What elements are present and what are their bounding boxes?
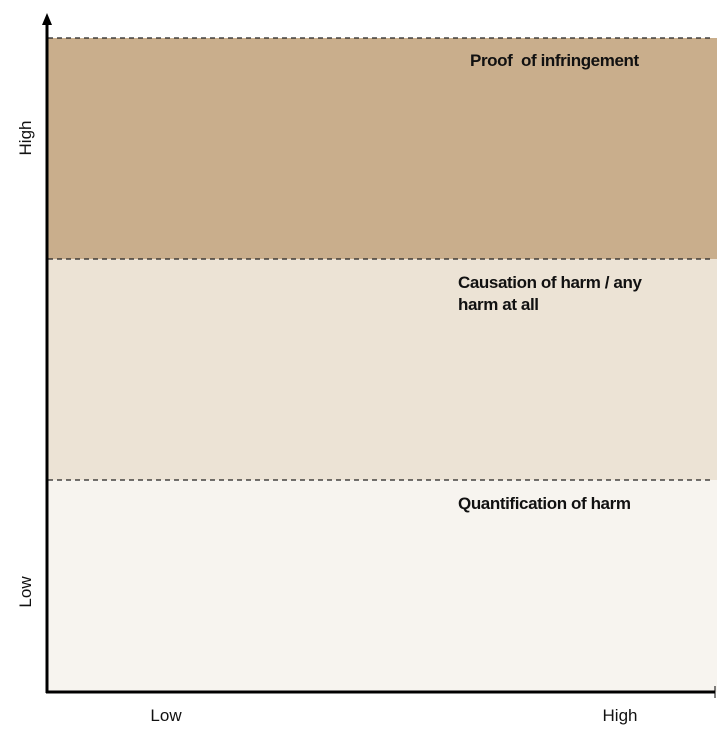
y-axis-arrow xyxy=(42,13,52,25)
band-label: Quantification of harm xyxy=(458,494,631,513)
x-axis-high: High xyxy=(603,706,638,725)
band-label: Proof of infringement xyxy=(470,51,639,70)
band-label: Causation of harm / any xyxy=(458,273,642,292)
band-quantification xyxy=(48,480,717,692)
band-proof xyxy=(48,38,717,259)
y-axis-low: Low xyxy=(16,576,35,608)
band-causation xyxy=(48,259,717,480)
x-axis-low: Low xyxy=(150,706,182,725)
band-label: harm at all xyxy=(458,295,539,314)
band-dividers xyxy=(48,37,712,481)
y-axis-high: High xyxy=(16,121,35,156)
